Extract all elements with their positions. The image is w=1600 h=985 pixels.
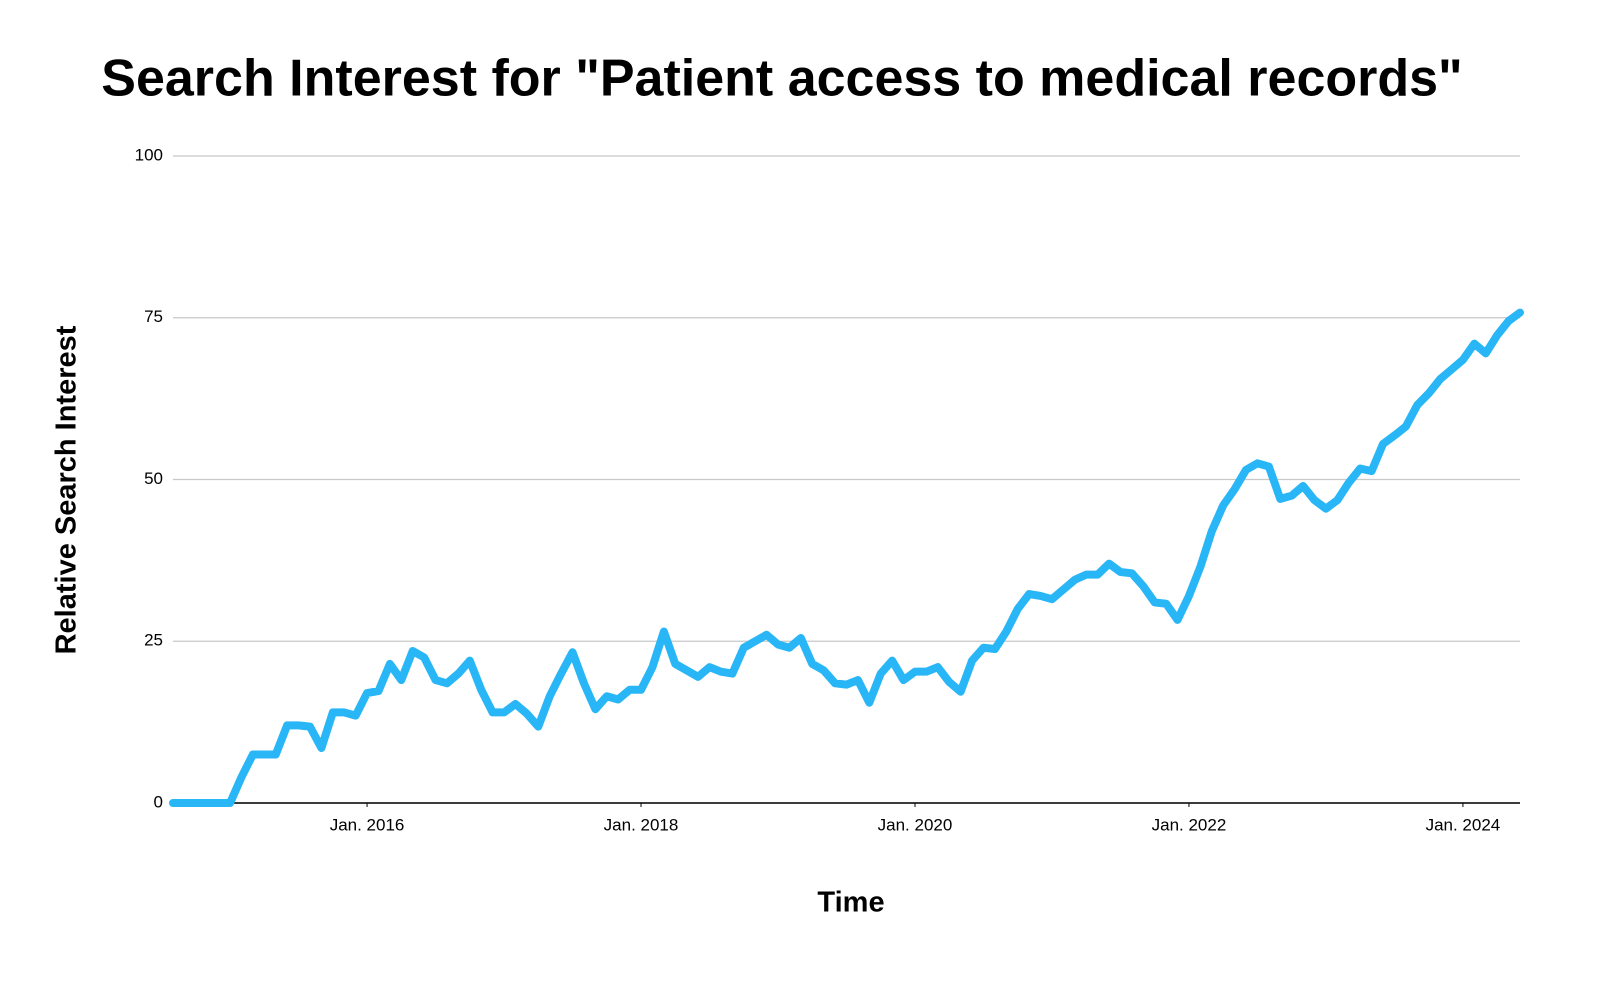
x-tick-label: Jan. 2022	[1152, 815, 1227, 834]
y-tick-label: 25	[144, 631, 163, 650]
line-series	[169, 308, 1524, 807]
x-axis-label: Time	[817, 887, 884, 919]
y-tick-label: 100	[135, 145, 163, 164]
y-tick-label: 75	[144, 307, 163, 326]
x-tick-label: Jan. 2016	[330, 815, 405, 834]
x-tick-label: Jan. 2024	[1426, 815, 1501, 834]
x-tick-label: Jan. 2020	[878, 815, 953, 834]
y-tick-label: 50	[144, 469, 163, 488]
y-axis-label: Relative Search Interest	[51, 325, 83, 654]
y-tick-label: 0	[154, 792, 163, 811]
chart-title: Search Interest for "Patient access to m…	[101, 50, 1462, 108]
x-tick-label: Jan. 2018	[604, 815, 679, 834]
